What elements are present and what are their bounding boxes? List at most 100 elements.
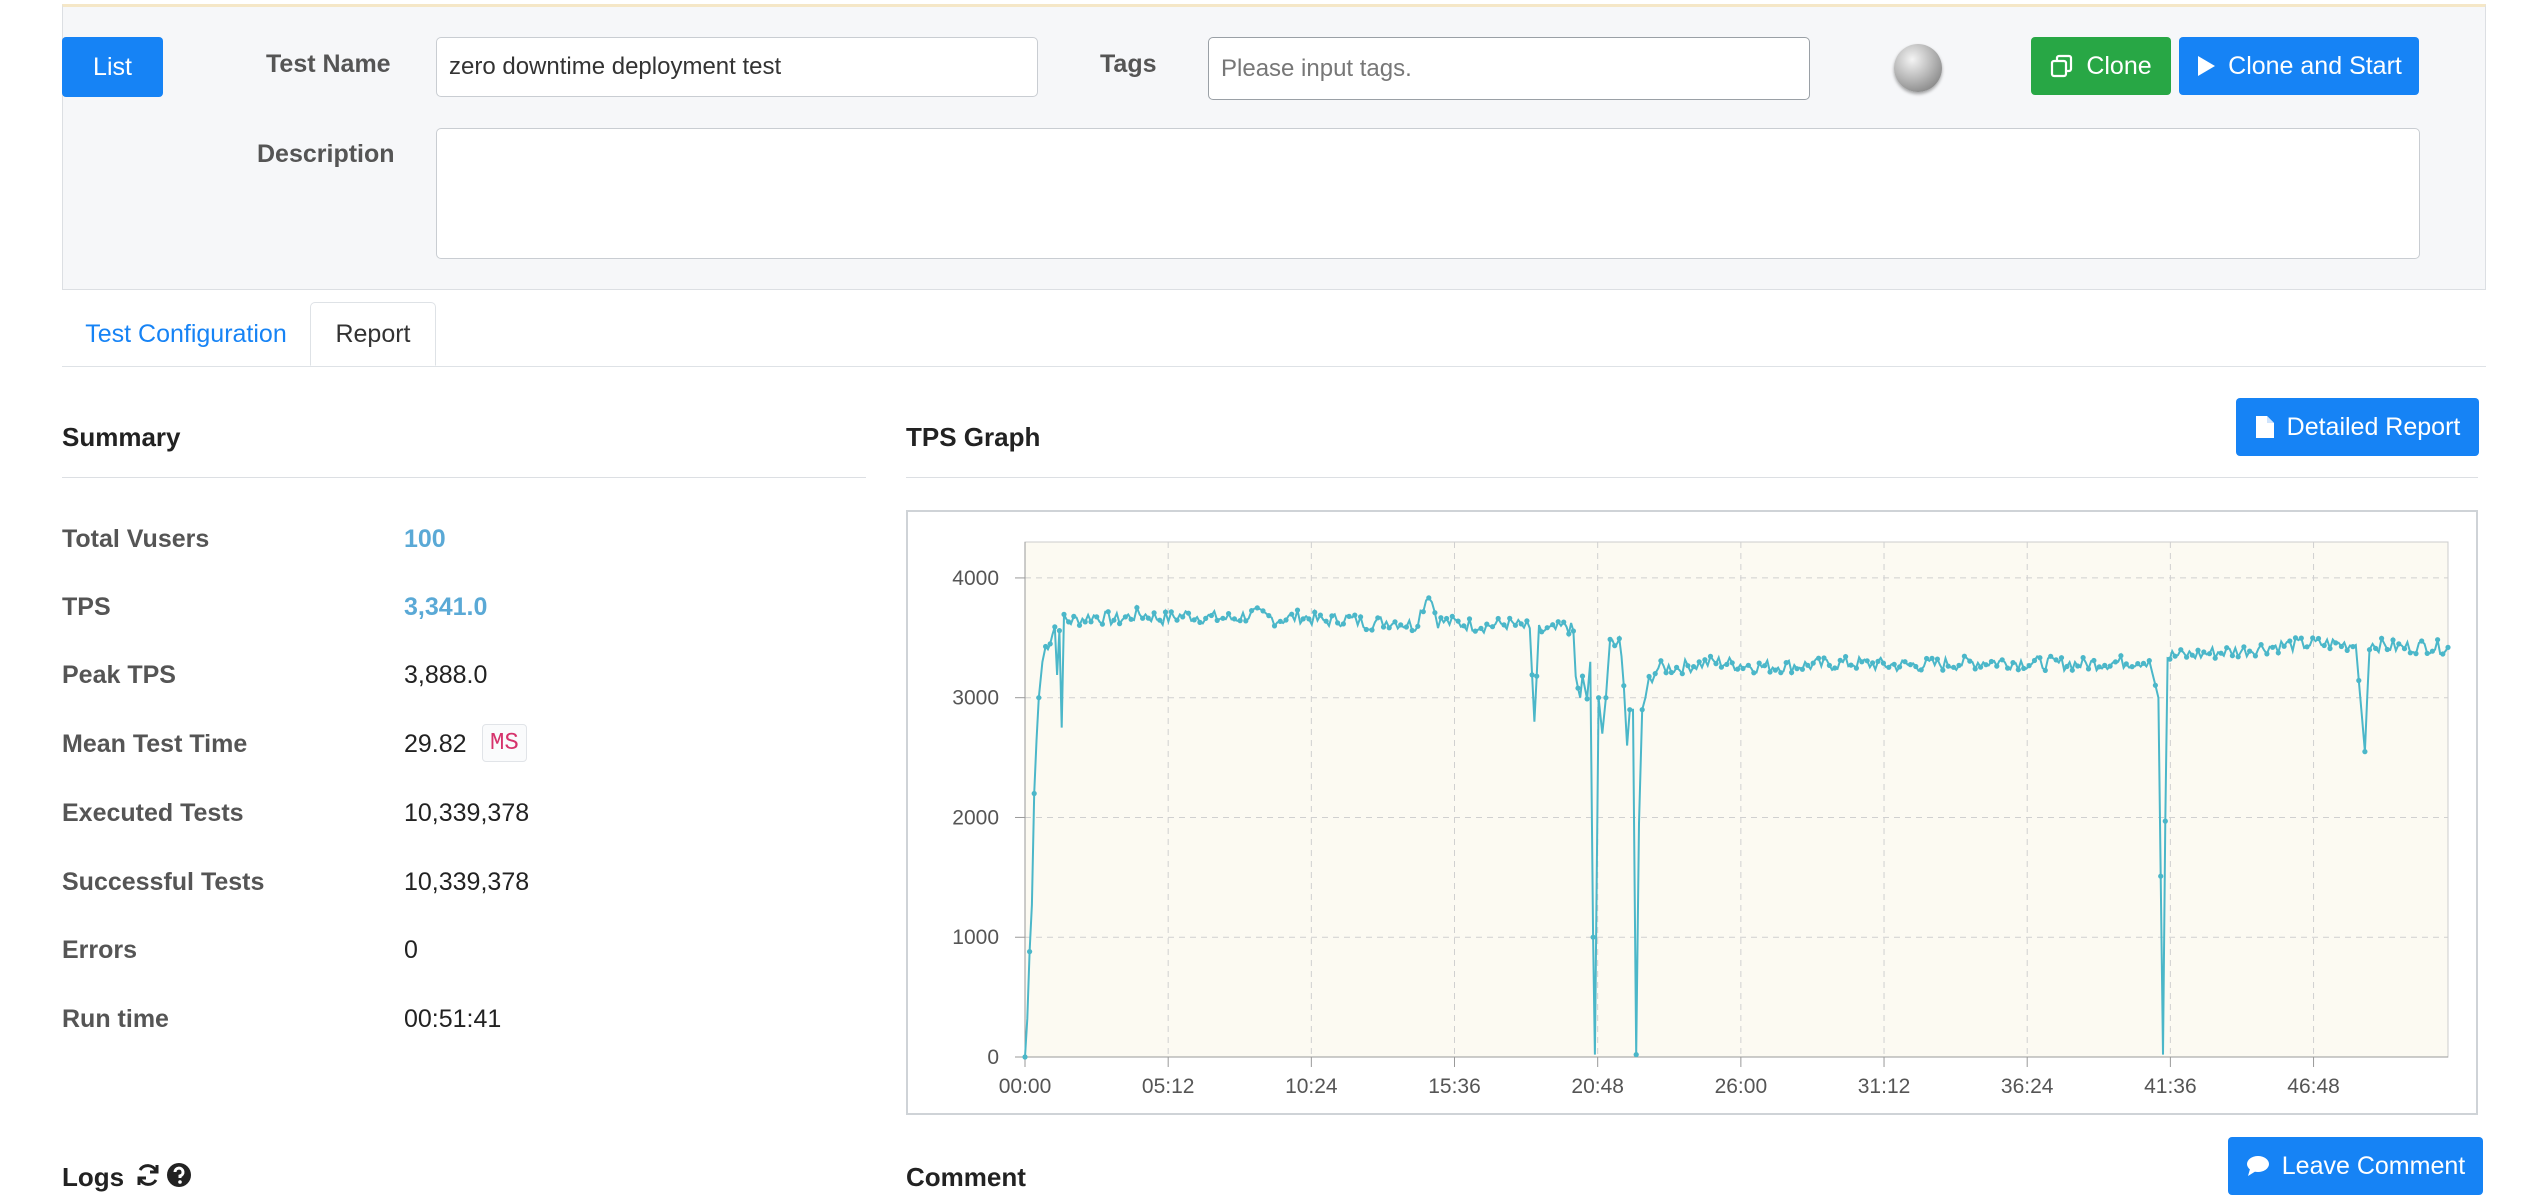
tab-test-configuration[interactable]: Test Configuration [62,302,310,366]
tps-data-point [1584,696,1590,702]
tags-input[interactable]: Please input tags. [1208,37,1810,100]
tps-data-point [1266,613,1272,619]
tps-data-point [1534,673,1540,679]
tps-data-point [1934,656,1940,662]
tps-label: TPS [62,593,111,621]
tps-data-point [2005,665,2011,671]
tps-data-point [1168,609,1174,615]
tps-data-point [1539,629,1545,635]
tps-data-point [1134,605,1140,611]
mean-test-time-unit-badge: MS [482,724,527,762]
tps-data-point [2172,653,2178,659]
leave-comment-button[interactable]: Leave Comment [2228,1137,2483,1195]
tps-data-point [1596,695,1602,701]
tps-data-point [2235,654,2241,660]
tps-data-point [1751,670,1757,676]
tps-data-point [1983,662,1989,668]
tab-report[interactable]: Report [310,302,436,366]
test-name-input[interactable]: zero downtime deployment test [436,37,1038,97]
tps-data-point [1735,666,1741,672]
tps-data-point [1778,670,1784,676]
tps-data-point [2218,650,2224,656]
tps-data-point [1088,619,1094,625]
tps-data-point [1082,619,1088,625]
tps-data-point [2015,667,2021,673]
tps-data-point [1789,669,1795,676]
tps-data-point [2167,656,2173,662]
help-icon[interactable] [166,1162,192,1193]
tps-data-point [1403,624,1409,630]
tps-data-point [1358,614,1364,620]
tags-label: Tags [1100,50,1157,78]
tps-data-point [1570,628,1576,634]
tab-test-configuration-label: Test Configuration [85,319,287,348]
plot-area [1024,541,2449,1058]
description-textarea[interactable] [436,128,2420,259]
tps-data-point [2129,664,2135,670]
tps-data-point [2298,635,2304,641]
tps-data-point [1658,658,1664,664]
refresh-icon[interactable] [135,1162,161,1193]
tps-data-point [1249,608,1255,614]
tps-data-point [1335,620,1341,626]
tps-data-point [1951,664,1957,670]
tps-data-point [1524,618,1530,624]
tps-data-point [1972,666,1978,672]
tps-data-point [2075,663,2081,669]
tps-data-point [1913,663,1919,670]
tps-data-point [1646,673,1652,680]
peak-tps-label: Peak TPS [62,661,176,689]
tps-data-point [2026,663,2032,669]
x-tick-label: 05:12 [1142,1075,1195,1098]
y-tick-label: 0 [987,1046,999,1069]
description-label: Description [257,140,395,168]
list-button[interactable]: List [62,37,163,97]
tps-data-point [2102,662,2108,668]
tps-data-point [1472,628,1478,634]
tps-value[interactable]: 3,341.0 [404,593,488,621]
tps-data-point [2270,644,2276,650]
x-tick-label: 10:24 [1285,1075,1338,1098]
tps-data-point [2424,650,2430,656]
tps-data-point [1897,664,1903,670]
y-tick-label: 3000 [952,687,999,710]
clone-and-start-button[interactable]: Clone and Start [2179,37,2419,95]
clone-button[interactable]: Clone [2031,37,2171,95]
tps-data-point [1756,660,1762,666]
tps-data-point [1668,669,1674,676]
tps-data-point [1707,653,1714,659]
x-tick-label: 26:00 [1715,1075,1768,1098]
tps-data-point [2350,644,2356,650]
tps-data-point [1762,663,1768,669]
tps-data-point [1162,609,1169,615]
play-icon [2196,55,2216,77]
tps-data-point [1501,622,1507,628]
tps-data-point [1940,667,1946,673]
tps-data-point [1076,622,1083,628]
tps-data-point [2275,650,2281,656]
executed-tests-label: Executed Tests [62,799,244,827]
tps-data-point [1438,615,1444,621]
tps-data-point [1929,655,1935,661]
tps-data-point [1271,623,1278,629]
tps-data-point [1978,664,1984,670]
tps-data-point [1243,618,1249,624]
tps-data-point [1363,626,1369,633]
tps-data-point [1466,616,1473,622]
tps-data-point [2384,646,2390,653]
tps-data-point [1140,615,1146,621]
tps-data-point [2264,651,2270,657]
tps-data-point [1518,621,1524,627]
tps-data-point [1260,608,1266,614]
tps-data-point [1679,671,1685,677]
tps-data-point [1612,643,1618,649]
tps-data-point [1380,624,1387,630]
detailed-report-button[interactable]: Detailed Report [2236,398,2479,456]
tps-data-point [1047,641,1053,647]
tps-data-point [1907,662,1913,668]
tps-data-point [1805,662,1811,668]
tps-data-point [2107,663,2113,669]
tps-data-point [1691,664,1697,670]
total-vusers-value[interactable]: 100 [404,525,446,553]
tps-data-point [1369,627,1375,633]
